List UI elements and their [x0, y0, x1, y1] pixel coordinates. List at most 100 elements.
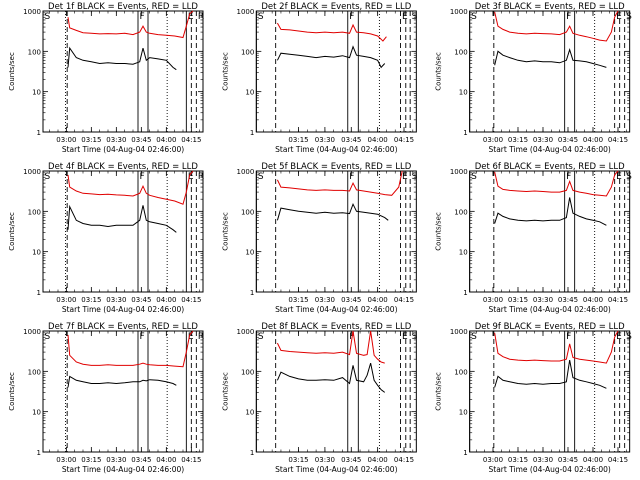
- x-tick-label: 04:00: [156, 296, 176, 304]
- x-tick-label: 03:15: [288, 456, 308, 464]
- panel-title: Det 2f BLACK = Events, RED = LLD: [261, 2, 411, 12]
- x-tick-label: 03:15: [508, 136, 528, 144]
- detector-panel: Det 3f BLACK = Events, RED = LLD Counts/s…: [435, 2, 633, 154]
- time-marker-label: S: [471, 172, 477, 182]
- time-marker-label: R: [198, 332, 204, 342]
- events-series-line: [494, 360, 607, 389]
- time-marker-label: E: [616, 332, 622, 342]
- time-marker-label: R: [198, 172, 204, 182]
- y-tick-label: 100: [28, 368, 41, 376]
- events-series-line: [67, 46, 177, 71]
- x-tick-label: 03:15: [288, 136, 308, 144]
- events-series-line: [494, 197, 607, 226]
- events-series-line: [276, 362, 386, 393]
- time-marker-label: F: [140, 172, 145, 182]
- x-tick-label: 03:00: [56, 296, 76, 304]
- x-axis-label: Start Time (04-Aug-04 02:46:00): [488, 305, 610, 314]
- x-tick-label: 04:15: [181, 136, 201, 144]
- x-tick-label: 03:45: [341, 136, 361, 144]
- x-tick-label: 03:00: [483, 456, 503, 464]
- y-tick-label: 1000: [450, 328, 468, 336]
- x-tick-label: 03:45: [131, 136, 151, 144]
- y-axis-label: Counts/sec: [221, 212, 229, 251]
- x-tick-label: 03:30: [533, 456, 553, 464]
- panel-title: Det 3f BLACK = Events, RED = LLD: [475, 2, 625, 12]
- y-tick-label: 10: [245, 249, 254, 257]
- events-series-line: [494, 48, 607, 68]
- y-axis-label: Counts/sec: [221, 52, 229, 91]
- x-tick-label: 03:30: [315, 456, 335, 464]
- time-marker-label: E: [402, 172, 408, 182]
- time-marker-label: S: [412, 172, 418, 182]
- x-tick-label: 03:30: [106, 296, 126, 304]
- y-tick-label: 1000: [237, 168, 255, 176]
- x-tick-label: 04:00: [583, 136, 603, 144]
- y-tick-label: 1000: [23, 328, 41, 336]
- x-tick-label: 03:45: [341, 456, 361, 464]
- x-tick-label: 04:00: [156, 136, 176, 144]
- detector-panel: Det 5f BLACK = Events, RED = LLD Counts/s…: [221, 162, 417, 314]
- lld-series-line: [67, 330, 194, 368]
- x-axis-label: Start Time (04-Aug-04 02:46:00): [488, 465, 610, 474]
- x-tick-label: 03:30: [315, 136, 335, 144]
- detector-panel: Det 9f BLACK = Events, RED = LLD Counts/s…: [435, 322, 633, 474]
- time-marker-label: E: [616, 12, 622, 22]
- panel-title: Det 6f BLACK = Events, RED = LLD: [475, 162, 625, 172]
- y-tick-label: 1000: [237, 328, 255, 336]
- time-marker-label: S: [412, 332, 418, 342]
- y-tick-label: 1: [463, 289, 467, 297]
- time-marker-label: F: [566, 332, 571, 342]
- y-tick-label: 100: [241, 368, 254, 376]
- time-marker-label: S: [471, 332, 477, 342]
- x-axis-label: Start Time (04-Aug-04 02:46:00): [62, 305, 184, 314]
- y-tick-label: 1000: [23, 8, 41, 16]
- panel-title: Det 4f BLACK = Events, RED = LLD: [48, 162, 198, 172]
- y-axis-label: Counts/sec: [435, 212, 443, 251]
- x-tick-label: 03:30: [533, 296, 553, 304]
- y-tick-label: 10: [459, 409, 468, 417]
- x-tick-label: 03:00: [483, 136, 503, 144]
- y-tick-label: 1: [37, 289, 41, 297]
- y-tick-label: 1: [463, 449, 467, 457]
- x-axis-label: Start Time (04-Aug-04 02:46:00): [488, 145, 610, 154]
- y-axis-label: Counts/sec: [8, 212, 16, 251]
- x-tick-label: 04:00: [156, 456, 176, 464]
- time-marker-label: E: [188, 12, 194, 22]
- y-tick-label: 100: [454, 208, 467, 216]
- time-marker-label: S: [412, 12, 418, 22]
- x-tick-label: 03:30: [315, 296, 335, 304]
- y-tick-label: 1: [250, 289, 254, 297]
- x-tick-label: 03:45: [558, 136, 578, 144]
- time-marker-label: E: [188, 172, 194, 182]
- y-tick-label: 100: [241, 208, 254, 216]
- lld-series-line: [276, 170, 403, 196]
- x-tick-label: 04:15: [181, 296, 201, 304]
- y-tick-label: 1: [37, 129, 41, 137]
- time-marker-label: F: [140, 12, 145, 22]
- y-tick-label: 100: [28, 208, 41, 216]
- panel-title: Det 8f BLACK = Events, RED = LLD: [261, 322, 411, 332]
- x-axis-label: Start Time (04-Aug-04 02:46:00): [275, 145, 397, 154]
- lld-series-line: [494, 330, 619, 364]
- time-marker-label: F: [349, 12, 354, 22]
- y-tick-label: 10: [32, 89, 41, 97]
- y-tick-label: 1000: [450, 168, 468, 176]
- time-marker-label: E: [616, 172, 622, 182]
- time-marker-label: S: [258, 172, 264, 182]
- y-tick-label: 10: [32, 249, 41, 257]
- lld-series-line: [494, 170, 619, 197]
- time-marker-label: F: [349, 172, 354, 182]
- x-tick-label: 04:15: [394, 456, 414, 464]
- y-tick-label: 1: [463, 129, 467, 137]
- y-tick-label: 10: [245, 89, 254, 97]
- time-marker-label: F: [140, 332, 145, 342]
- x-tick-label: 03:15: [288, 296, 308, 304]
- panel-title: Det 5f BLACK = Events, RED = LLD: [261, 162, 411, 172]
- x-tick-label: 03:00: [56, 456, 76, 464]
- x-tick-label: 04:00: [583, 296, 603, 304]
- y-tick-label: 10: [459, 89, 468, 97]
- time-marker-label: E: [402, 332, 408, 342]
- x-tick-label: 03:30: [533, 136, 553, 144]
- time-marker-label: R: [198, 12, 204, 22]
